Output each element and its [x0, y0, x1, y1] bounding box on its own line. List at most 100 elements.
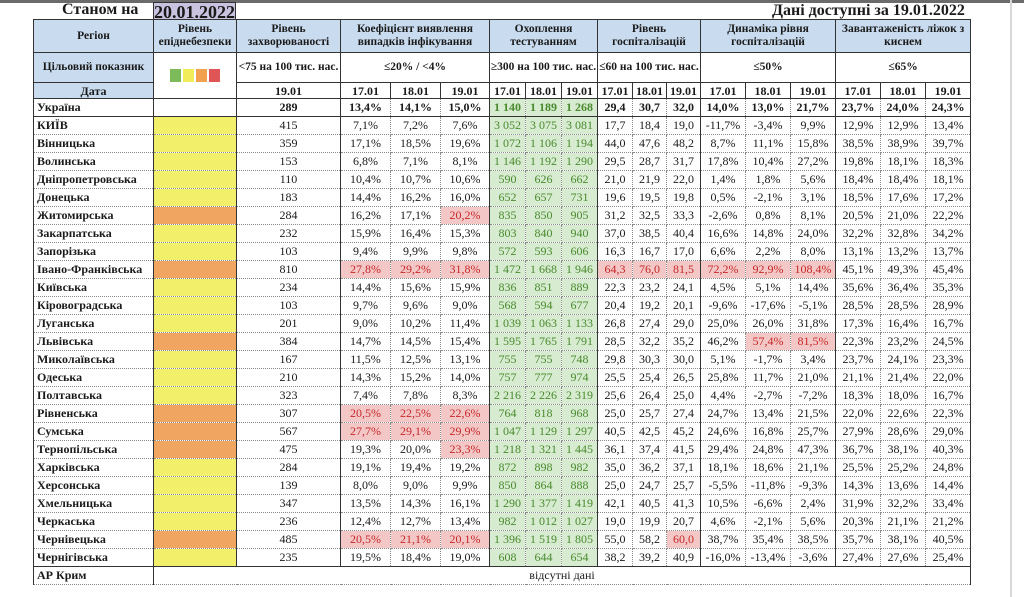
- legend-swatch: [170, 68, 181, 82]
- detection-value: 9,8%: [439, 242, 491, 261]
- detection-value: 13,5%: [340, 494, 391, 513]
- hosp-dynamics-value: 18,6%: [745, 458, 792, 477]
- hosp-dynamics-value: 0,5%: [700, 188, 747, 207]
- incidence-value: 567: [236, 422, 341, 441]
- hospitalization-value: 20,4: [597, 296, 634, 315]
- page-edge: [1010, 0, 1012, 597]
- hosp-dynamics-value: -17,6%: [745, 296, 792, 315]
- target-hosp-dynamics: ≤50%: [700, 52, 837, 83]
- table-row: Закарпатська 232 15,9% 16,4% 15,3% 803 840 940 3…: [33, 224, 972, 243]
- table-row: Чернівецька 485 20,5% 21,1% 20,1% 1 396 1 519 1…: [33, 530, 972, 549]
- oxygen-beds-value: 38,5%: [835, 134, 882, 153]
- hosp-dynamics-value: 31,8%: [790, 314, 837, 333]
- epidemic-level-cell: [153, 368, 237, 387]
- hospitalization-value: 21,0: [597, 170, 634, 189]
- region-name: Одеська: [33, 368, 154, 387]
- hospitalization-value: 33,3: [666, 206, 702, 225]
- hosp-dynamics-value: 4,6%: [700, 512, 747, 531]
- hosp-dynamics-value: 21,0%: [790, 368, 837, 387]
- oxygen-beds-value: 23,7%: [835, 98, 882, 117]
- date-cell: 19.01: [561, 82, 599, 99]
- oxygen-beds-value: 24,0%: [880, 98, 927, 117]
- hosp-dynamics-value: 21,7%: [790, 98, 837, 117]
- oxygen-beds-value: 23,7%: [835, 350, 882, 369]
- detection-value: 9,0%: [390, 476, 441, 495]
- detection-value: 14,7%: [340, 332, 391, 351]
- hosp-dynamics-value: 15,8%: [790, 134, 837, 153]
- oxygen-beds-value: 13,1%: [835, 242, 882, 261]
- hosp-dynamics-value: 81,5%: [790, 332, 837, 351]
- hosp-dynamics-value: -2,1%: [745, 512, 792, 531]
- hosp-dynamics-value: -5,5%: [700, 476, 747, 495]
- hospitalization-value: 40,5: [597, 422, 634, 441]
- testing-value: 1 072: [489, 134, 527, 153]
- hospitalization-value: 25,4: [632, 368, 668, 387]
- as-of-date: 20.01.2022: [153, 2, 236, 22]
- testing-value: 851: [525, 278, 563, 297]
- hospitalization-value: 48,2: [666, 134, 702, 153]
- epidemic-level-cell: [153, 260, 237, 279]
- detection-value: 29,9%: [439, 422, 491, 441]
- testing-value: 850: [489, 476, 527, 495]
- detection-value: 31,8%: [439, 260, 491, 279]
- hospitalization-value: 32,5: [632, 206, 668, 225]
- table-row: Кіровоградська 103 9,7% 9,6% 9,0% 568 594 677 20…: [33, 296, 972, 315]
- testing-value: 818: [525, 404, 563, 423]
- testing-value: 1 012: [525, 512, 563, 531]
- hosp-dynamics-value: 11,1%: [745, 134, 792, 153]
- detection-value: 15,6%: [390, 278, 441, 297]
- hosp-dynamics-value: 14,4%: [790, 278, 837, 297]
- hospitalization-value: 26,5: [666, 368, 702, 387]
- detection-value: 7,8%: [390, 386, 441, 405]
- table-row: Чернігівська 235 19,5% 18,4% 19,0% 608 644 654 3…: [33, 548, 972, 567]
- detection-value: 23,3%: [439, 440, 491, 459]
- oxygen-beds-value: 22,6%: [880, 404, 927, 423]
- testing-value: 606: [561, 242, 599, 261]
- incidence-value: 183: [236, 188, 341, 207]
- testing-value: 1 419: [561, 494, 599, 513]
- oxygen-beds-value: 23,3%: [925, 350, 972, 369]
- hospitalization-value: 36,1: [597, 440, 634, 459]
- oxygen-beds-value: 16,7%: [925, 314, 972, 333]
- hosp-dynamics-value: 10,5%: [700, 494, 747, 513]
- incidence-value: 307: [236, 404, 341, 423]
- testing-value: 755: [489, 350, 527, 369]
- oxygen-beds-value: 33,4%: [925, 494, 972, 513]
- region-name: Полтавська: [33, 386, 154, 405]
- testing-value: 1 396: [489, 530, 527, 549]
- testing-value: 1 129: [525, 422, 563, 441]
- hosp-dynamics-value: 17,8%: [700, 152, 747, 171]
- incidence-value: 284: [236, 206, 341, 225]
- hospitalization-value: 22,0: [666, 170, 702, 189]
- detection-value: 9,4%: [340, 242, 391, 261]
- oxygen-beds-value: 18,1%: [880, 152, 927, 171]
- date-cell: 18.01: [745, 82, 792, 99]
- testing-value: 898: [525, 458, 563, 477]
- testing-value: 1 027: [561, 512, 599, 531]
- date-cell: 17.01: [835, 82, 882, 99]
- hospitalization-value: 30,7: [632, 98, 668, 117]
- incidence-value: 415: [236, 116, 341, 135]
- epidemic-level-cell: [153, 494, 237, 513]
- oxygen-beds-value: 28,5%: [835, 296, 882, 315]
- incidence-value: 475: [236, 440, 341, 459]
- incidence-value: 103: [236, 242, 341, 261]
- incidence-date: 19.01: [236, 82, 341, 99]
- oxygen-beds-value: 40,3%: [925, 440, 972, 459]
- date-row-label: Дата: [33, 82, 154, 99]
- incidence-value: 232: [236, 224, 341, 243]
- hosp-dynamics-value: 2,2%: [745, 242, 792, 261]
- table-row: Волинська 153 6,8% 7,1% 8,1% 1 146 1 192 1 290 2…: [33, 152, 972, 171]
- testing-value: 905: [561, 206, 599, 225]
- hospitalization-value: 76,0: [632, 260, 668, 279]
- hosp-dynamics-value: -13,4%: [745, 548, 792, 567]
- detection-value: 8,3%: [439, 386, 491, 405]
- header-row: Регіон Рівень епіднебезпеки Рівень захво…: [33, 19, 972, 53]
- hospitalization-value: 25,7: [632, 404, 668, 423]
- date-row: Дата 19.01 17.01 18.01 19.01 17.01 18.01…: [33, 82, 972, 99]
- hospitalization-value: 25,6: [597, 386, 634, 405]
- testing-value: 872: [489, 458, 527, 477]
- testing-value: 982: [561, 458, 599, 477]
- hosp-dynamics-value: 35,4%: [745, 530, 792, 549]
- detection-value: 29,1%: [390, 422, 441, 441]
